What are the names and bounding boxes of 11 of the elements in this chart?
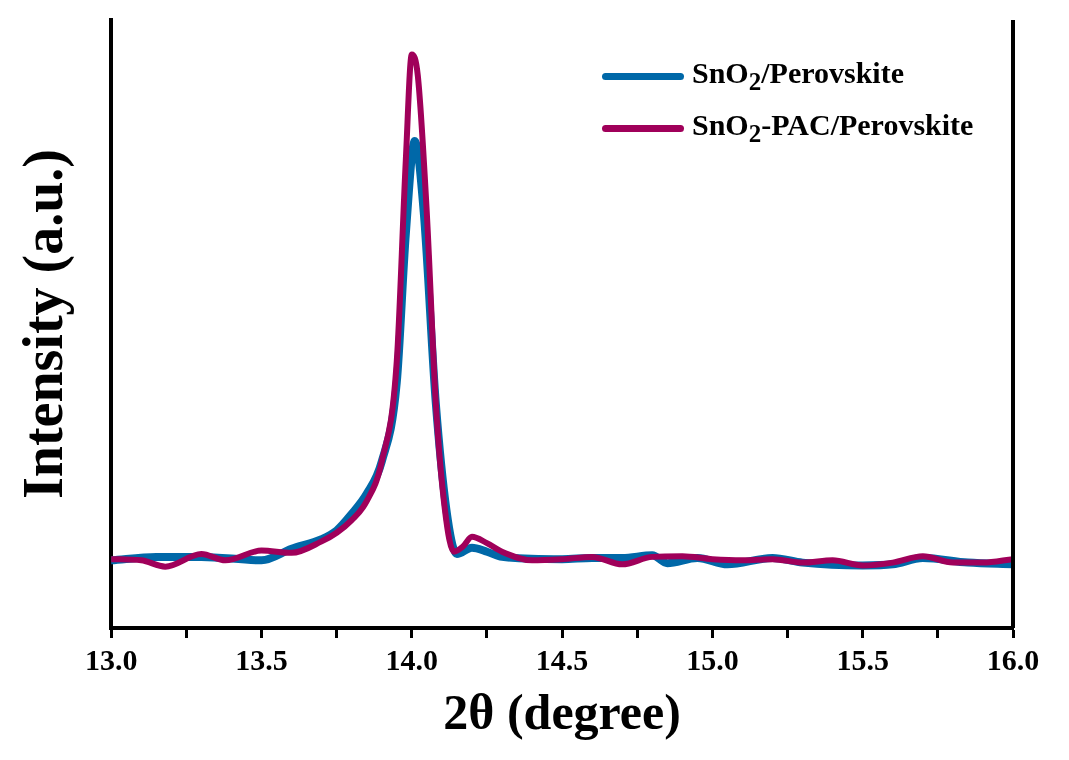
x-tick-label: 13.0 xyxy=(84,642,138,676)
x-tick-label: 15.0 xyxy=(686,642,739,676)
x-tick-label: 13.5 xyxy=(235,642,288,676)
x-axis-title: 2θ (degree) xyxy=(443,683,681,740)
x-tick-label: 16.0 xyxy=(986,642,1040,676)
x-tick-label: 14.0 xyxy=(385,642,439,676)
legend-label: SnO$_{2}$/Perovskite xyxy=(692,56,904,96)
x-tick-label: 14.5 xyxy=(535,642,589,676)
legend-label: SnO$_{2}$-PAC/Perovskite xyxy=(692,108,974,148)
x-tick-label: 15.5 xyxy=(836,642,889,676)
y-axis-title: Intensity (a.u.) xyxy=(12,148,76,500)
